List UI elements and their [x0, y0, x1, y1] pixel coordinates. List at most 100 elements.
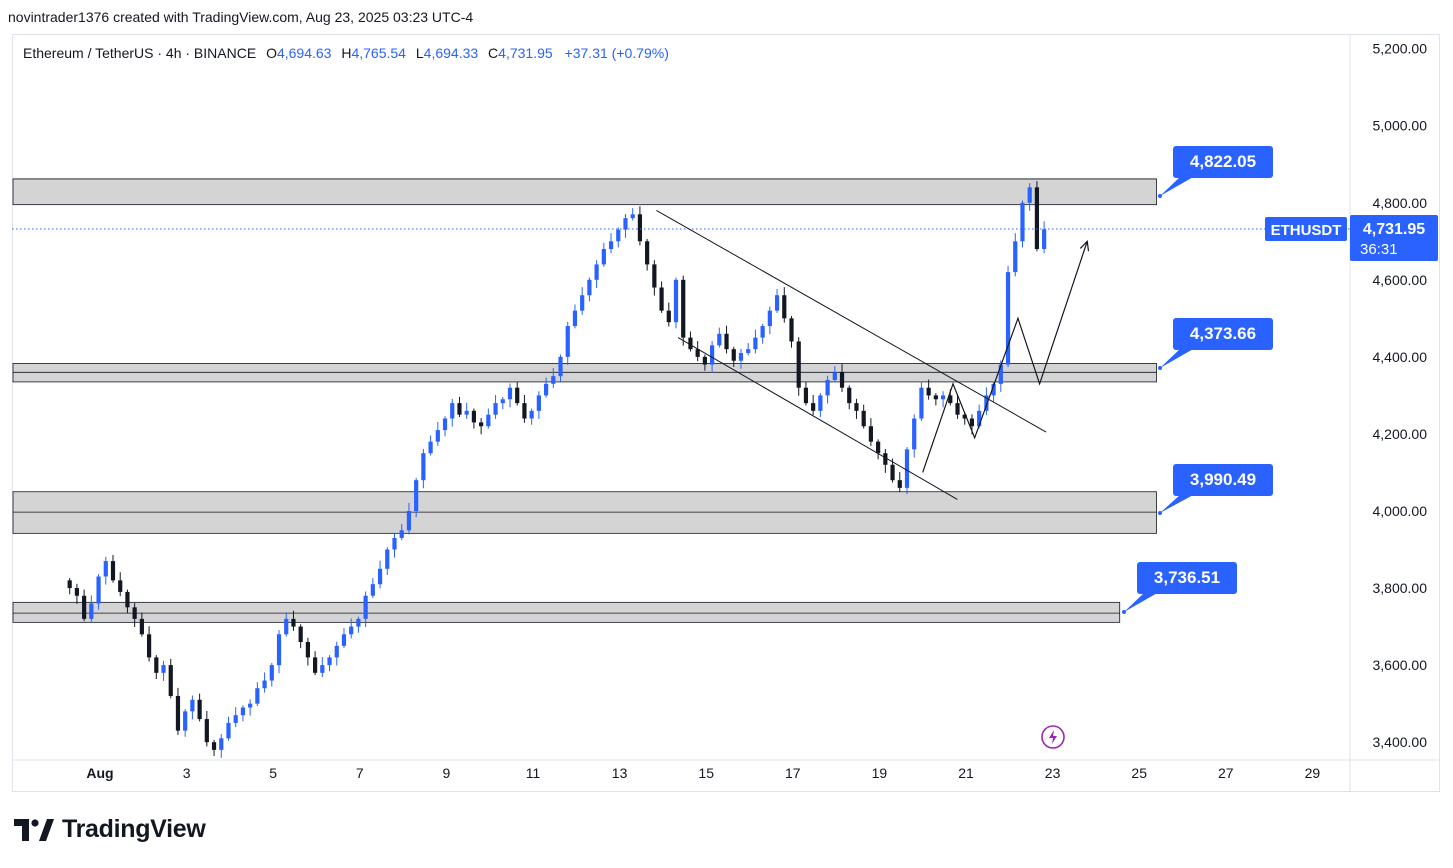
x-tick-label: 19 [872, 765, 888, 781]
x-tick-label: 9 [443, 765, 451, 781]
chart-credit: novintrader1376 created with TradingView… [8, 9, 474, 25]
candle-body [688, 337, 693, 350]
candle-body [82, 595, 87, 619]
callout-pointer [1160, 494, 1195, 513]
price-tag-value: 4,731.95 [1363, 221, 1425, 238]
callout-box [1173, 146, 1273, 178]
candle-body [637, 214, 643, 242]
open-label: O [266, 45, 277, 61]
candle-body [832, 372, 837, 380]
close-label: C [488, 45, 499, 61]
candle-body [89, 603, 94, 619]
candle-body [500, 399, 505, 404]
x-tick-label: 3 [183, 765, 191, 781]
callout-box [1137, 562, 1237, 594]
candle-body [551, 376, 556, 384]
zone-band [12, 178, 1157, 206]
candle-body [760, 326, 765, 338]
candle-body [132, 607, 137, 619]
channel-line [677, 337, 958, 500]
ohlc-legend: Ethereum / TetherUS · 4h · BINANCE O4,69… [23, 45, 669, 61]
candle-body [211, 742, 217, 750]
candle-body [74, 588, 80, 596]
callout-anchor [1158, 511, 1162, 515]
candle-body [313, 657, 318, 673]
candle-body [118, 580, 123, 592]
candle-body [630, 214, 635, 219]
candle-body [710, 345, 715, 365]
candle-body [1042, 229, 1047, 249]
candle-body [962, 414, 967, 419]
candle-body [803, 387, 809, 404]
candle-body [190, 699, 195, 712]
candle-body [695, 349, 700, 357]
lightning-icon[interactable] [1041, 725, 1065, 749]
x-tick-label: 5 [269, 765, 277, 781]
y-tick-label: 4,400.00 [1373, 349, 1428, 365]
low-label: L [415, 45, 424, 61]
candle-body [847, 387, 852, 404]
axes-layer: 3,400.00 3,600.00 3,800.00 4,000.00 4,200.00… [86, 41, 1427, 781]
candle-body [940, 395, 946, 400]
candle-body [399, 530, 404, 538]
candle-body [897, 480, 902, 488]
callout-box [1173, 464, 1273, 496]
callout-label: 4,822.05 [1190, 152, 1256, 171]
candle-body [724, 333, 729, 350]
candle-body [529, 410, 534, 419]
zone-band [12, 601, 1121, 623]
candle-body [854, 403, 859, 411]
candle-body [608, 241, 614, 249]
candle-body [904, 449, 910, 488]
price-tag-countdown: 36:31 [1360, 241, 1398, 258]
candle-body [1020, 202, 1025, 242]
candle-body [370, 584, 375, 596]
candle-body [1034, 187, 1040, 249]
x-tick-label: 29 [1305, 765, 1321, 781]
candle-body [507, 387, 513, 400]
candle-body [623, 218, 628, 230]
y-tick-label: 4,000.00 [1373, 503, 1428, 519]
candle-body [377, 568, 383, 585]
zones-layer [12, 178, 1157, 623]
candle-body [442, 418, 448, 431]
candle-body [594, 264, 599, 280]
candle-body [1027, 187, 1032, 203]
y-tick-label: 3,400.00 [1373, 734, 1428, 750]
projection-path [922, 241, 1088, 473]
ticker-symbol: ETHUSDT [1271, 222, 1342, 239]
candle-body [154, 657, 159, 673]
change-value: +37.31 (+0.79%) [564, 45, 669, 61]
high-value: 4,765.54 [351, 45, 406, 61]
candle-body [168, 665, 173, 696]
candle-body [327, 657, 332, 666]
callout-anchor [1122, 610, 1126, 614]
candle-body [876, 441, 881, 454]
callout-anchor [1158, 194, 1162, 198]
tradingview-brand[interactable]: TradingView [14, 815, 206, 844]
grid-layer [12, 34, 1440, 792]
candle-body [356, 618, 361, 627]
candle-body [955, 403, 960, 415]
candle-body [125, 591, 130, 608]
candle-body [912, 418, 917, 450]
candle-body [659, 287, 664, 311]
candle-body [753, 337, 758, 350]
ticker-tag [1265, 216, 1347, 241]
candle-body [471, 410, 477, 423]
candle-body [248, 703, 253, 708]
y-tick-label: 5,200.00 [1373, 41, 1428, 57]
candle-body [522, 403, 527, 419]
candle-body [421, 453, 426, 481]
candle-body [616, 229, 621, 242]
y-tick-label: 4,200.00 [1373, 426, 1428, 442]
candle-body [998, 364, 1003, 384]
candle-body [110, 561, 116, 581]
candle-body [139, 618, 144, 635]
candle-body [717, 333, 722, 346]
candle-body [240, 707, 246, 716]
candle-body [565, 326, 570, 357]
candle-body [587, 279, 592, 296]
candle-body [175, 695, 181, 731]
